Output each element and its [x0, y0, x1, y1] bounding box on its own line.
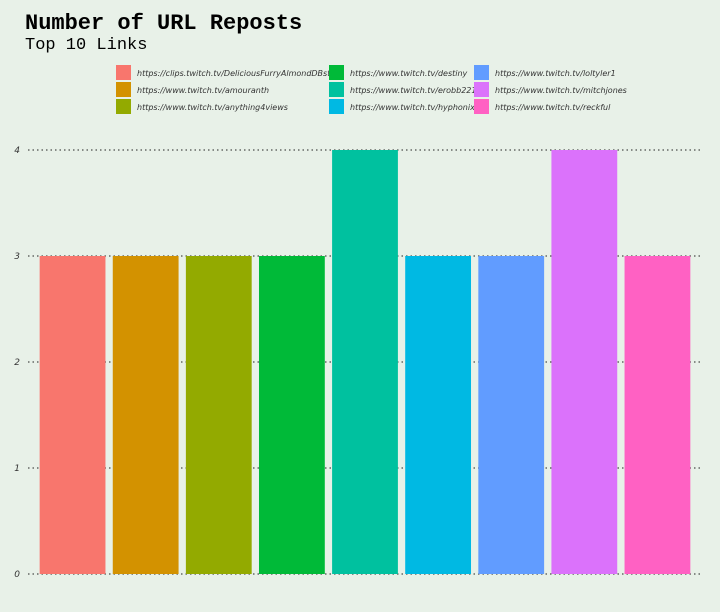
legend-label: https://www.twitch.tv/hyphonix — [350, 103, 475, 112]
legend-swatch — [116, 99, 131, 114]
y-tick-label: 0 — [14, 570, 20, 580]
bar — [624, 256, 691, 574]
chart-title: Number of URL Reposts — [25, 11, 302, 36]
bar — [478, 256, 545, 574]
bar — [39, 256, 106, 574]
legend-label: https://www.twitch.tv/reckful — [495, 103, 611, 112]
legend-swatch — [474, 82, 489, 97]
legend-label: https://www.twitch.tv/anything4views — [137, 103, 288, 112]
legend-swatch — [329, 65, 344, 80]
bars — [39, 150, 691, 574]
y-tick-label: 3 — [14, 252, 20, 262]
y-axis-ticks: 0 1 2 3 4 — [14, 146, 20, 580]
legend-swatch — [116, 82, 131, 97]
y-tick-label: 2 — [14, 358, 20, 368]
legend-label: https://www.twitch.tv/loltyler1 — [495, 69, 616, 78]
legend-label: https://www.twitch.tv/amouranth — [137, 86, 269, 95]
bar — [405, 256, 472, 574]
legend-swatch — [474, 99, 489, 114]
legend-swatch — [474, 65, 489, 80]
legend-label: https://www.twitch.tv/mitchjones — [495, 86, 627, 95]
y-tick-label: 4 — [14, 146, 20, 156]
bar — [258, 256, 325, 574]
legend-swatch — [329, 82, 344, 97]
legend-label: https://www.twitch.tv/erobb221 — [350, 86, 476, 95]
legend-label: https://clips.twitch.tv/DeliciousFurryAl… — [137, 69, 342, 78]
legend-swatch — [116, 65, 131, 80]
chart-subtitle: Top 10 Links — [25, 36, 147, 55]
legend-label: https://www.twitch.tv/destiny — [350, 69, 468, 78]
y-tick-label: 1 — [14, 464, 20, 474]
bar — [332, 150, 398, 574]
legend: https://clips.twitch.tv/DeliciousFurryAl… — [116, 65, 627, 114]
bar — [185, 256, 252, 574]
legend-swatch — [329, 99, 344, 114]
bar — [112, 256, 179, 574]
bar — [551, 150, 618, 574]
